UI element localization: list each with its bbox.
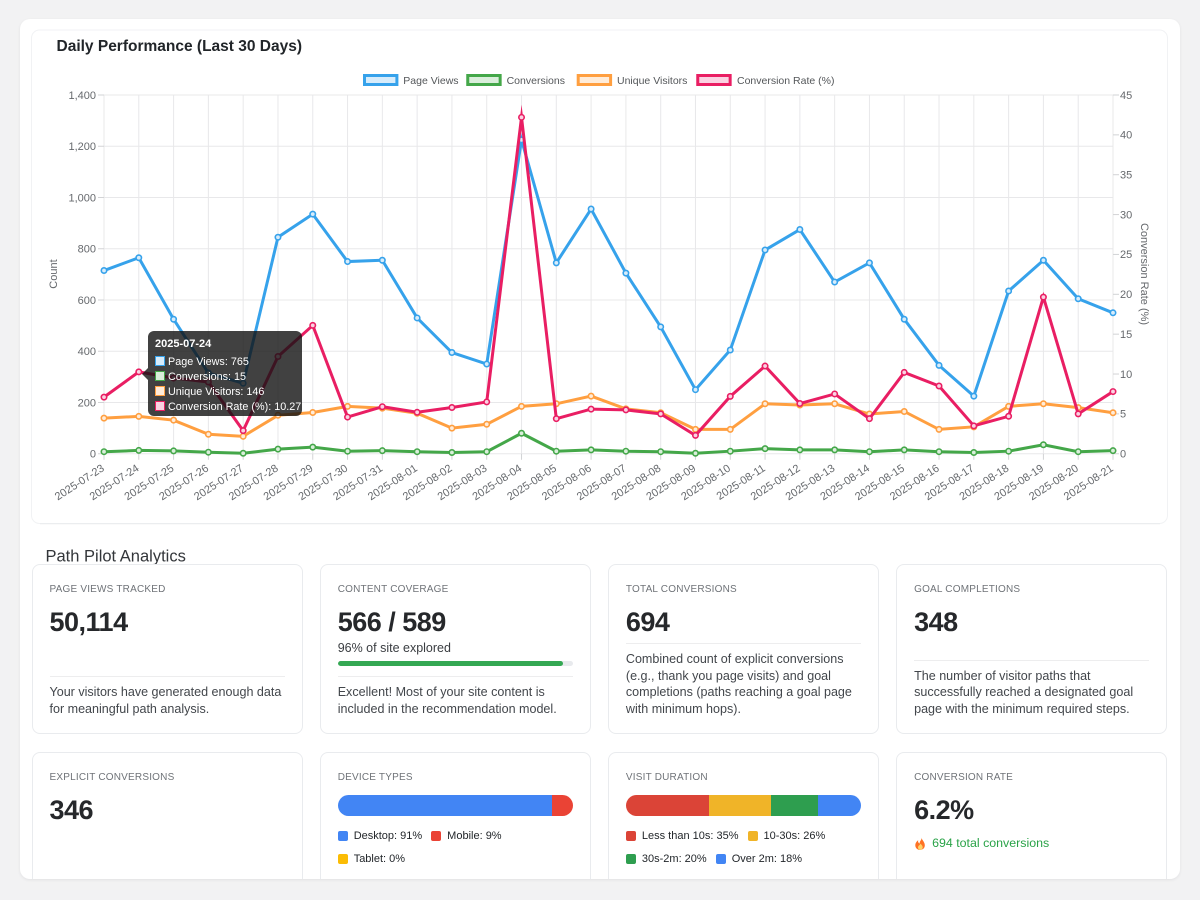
- svg-text:600: 600: [78, 295, 96, 307]
- svg-text:Conversion Rate (%): Conversion Rate (%): [737, 75, 834, 87]
- svg-text:35: 35: [1120, 170, 1132, 182]
- svg-text:Count: Count: [48, 259, 60, 288]
- svg-text:800: 800: [78, 244, 96, 256]
- svg-text:0: 0: [90, 449, 96, 461]
- svg-text:200: 200: [78, 397, 96, 409]
- svg-text:10: 10: [1120, 369, 1132, 381]
- svg-text:0: 0: [1120, 449, 1126, 461]
- svg-text:Daily Performance (Last 30 Day: Daily Performance (Last 30 Days): [57, 38, 303, 55]
- svg-text:Conversion Rate (%): Conversion Rate (%): [1138, 223, 1150, 325]
- svg-text:Page Views: Page Views: [403, 75, 458, 87]
- svg-text:25: 25: [1120, 249, 1132, 261]
- svg-text:1,000: 1,000: [68, 192, 96, 204]
- svg-text:5: 5: [1120, 409, 1126, 421]
- svg-text:40: 40: [1120, 130, 1132, 142]
- svg-text:400: 400: [78, 346, 96, 358]
- svg-text:1,400: 1,400: [68, 90, 96, 102]
- svg-text:Path Pilot Analytics: Path Pilot Analytics: [46, 548, 186, 566]
- svg-text:30: 30: [1120, 209, 1132, 221]
- svg-text:45: 45: [1120, 90, 1132, 102]
- svg-text:15: 15: [1120, 329, 1132, 341]
- svg-text:Unique Visitors: Unique Visitors: [617, 75, 687, 87]
- svg-text:1,200: 1,200: [68, 141, 96, 153]
- svg-text:20: 20: [1120, 289, 1132, 301]
- svg-text:Conversions: Conversions: [507, 75, 565, 87]
